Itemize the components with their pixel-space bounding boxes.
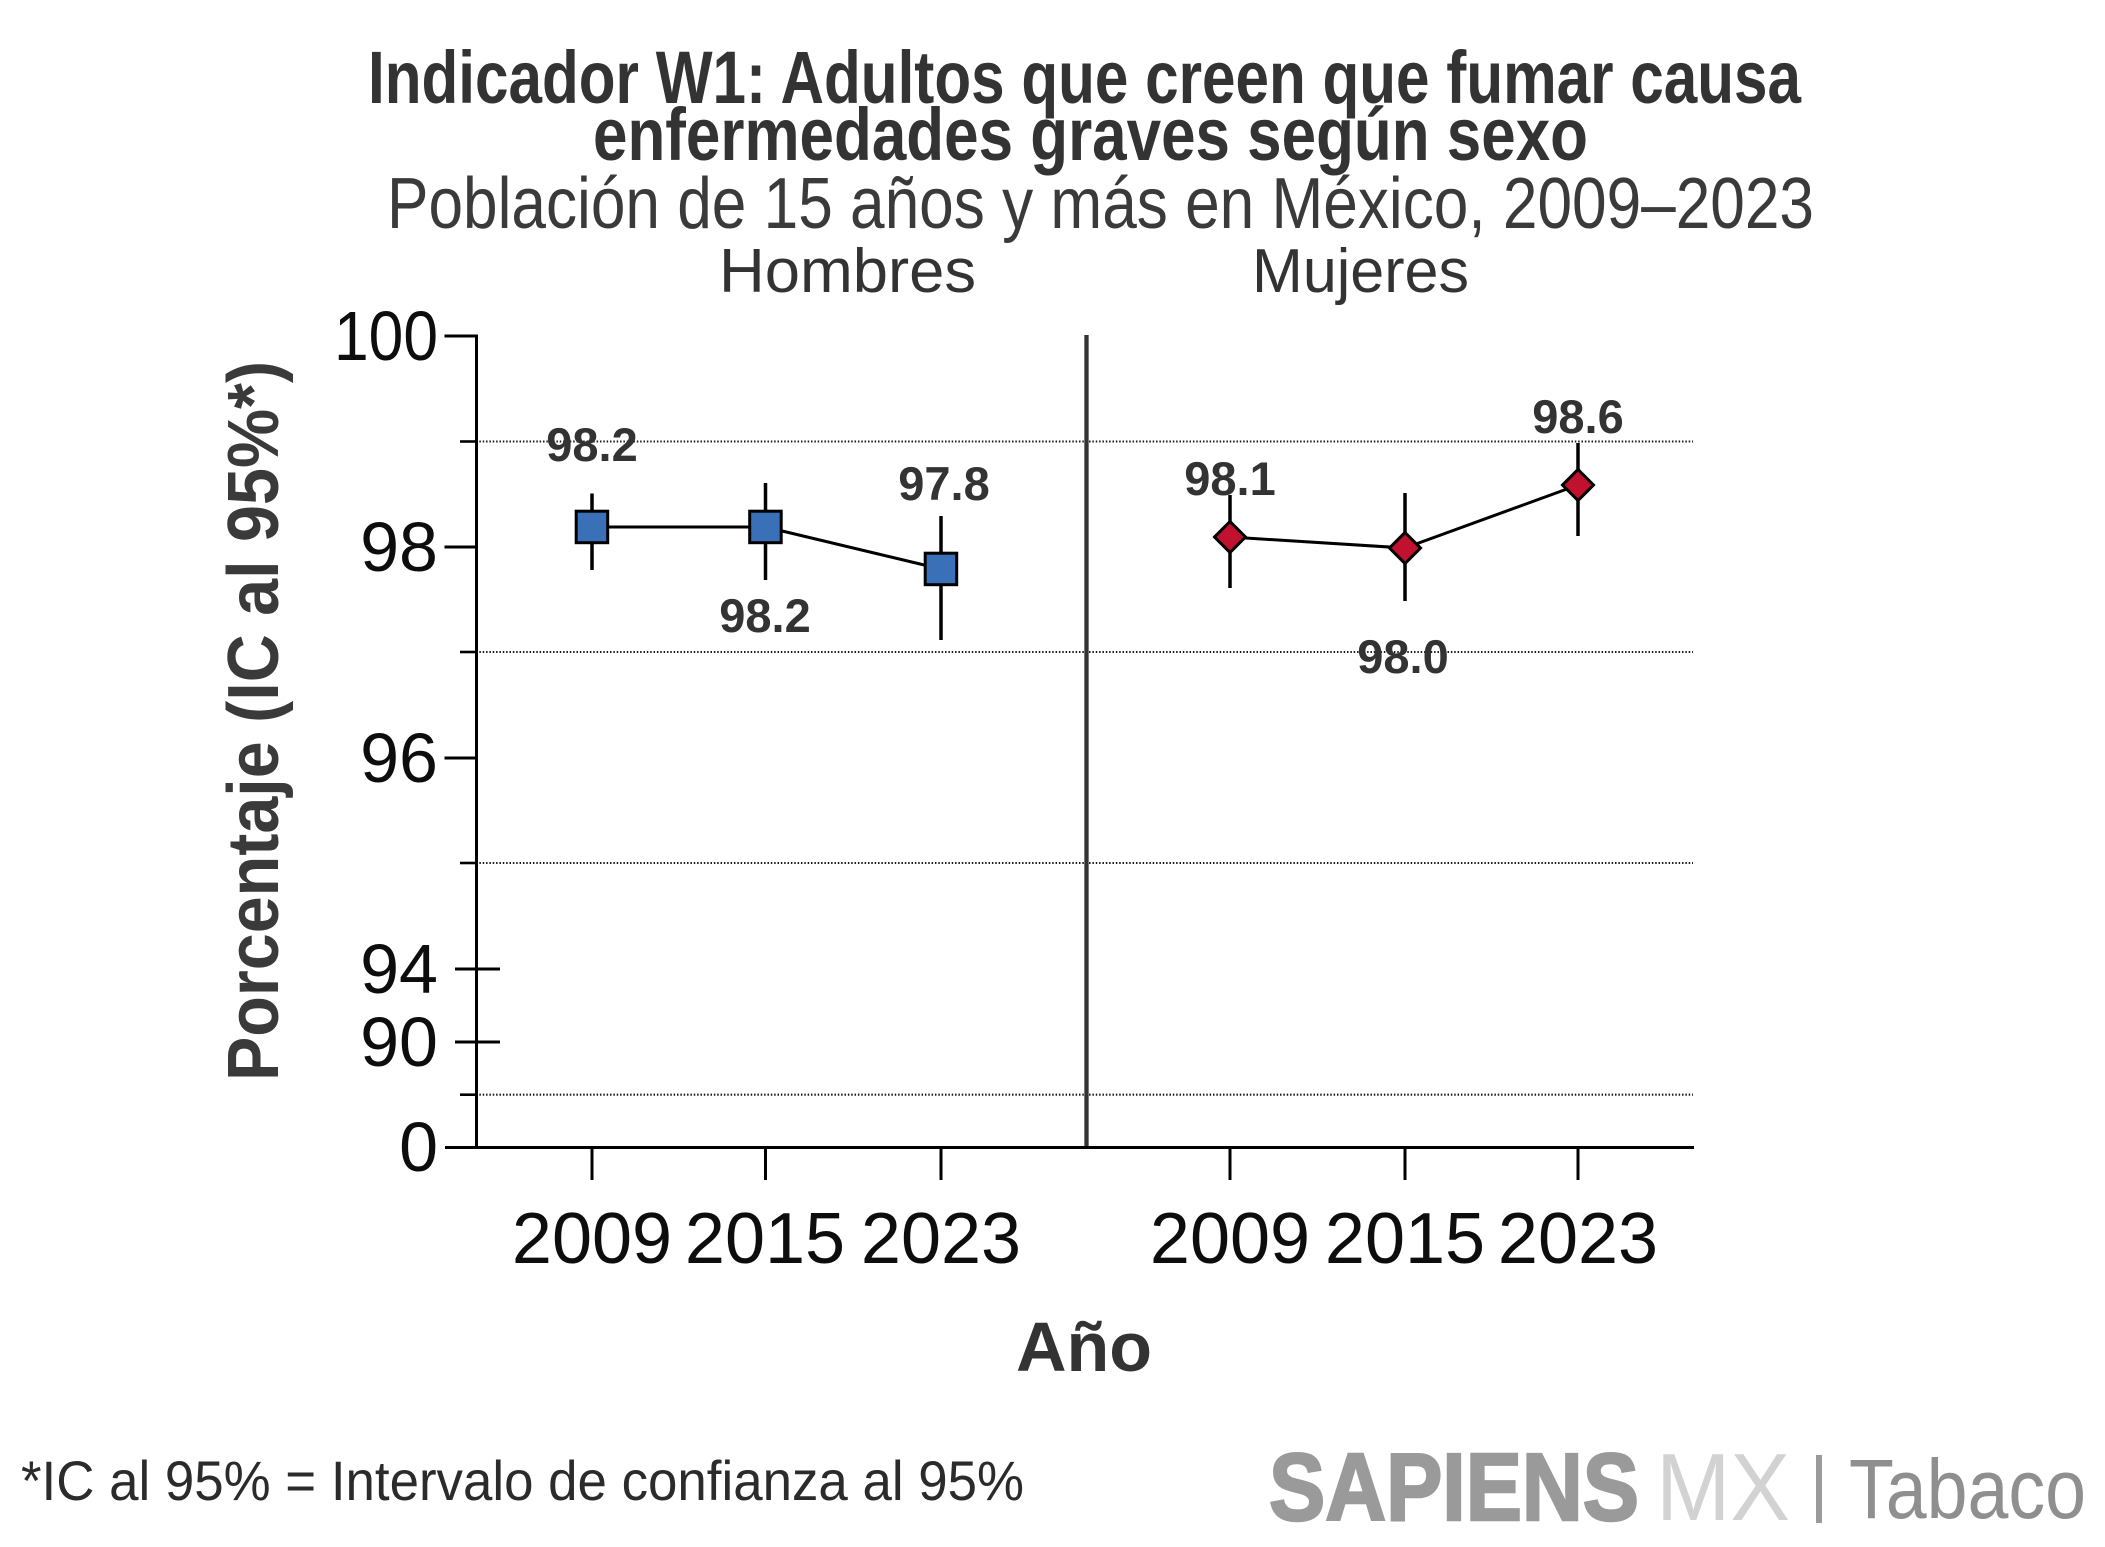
svg-text:2009: 2009 bbox=[1150, 1199, 1310, 1279]
svg-text:97.8: 97.8 bbox=[898, 457, 989, 510]
svg-text:*IC al 95% = Intervalo de conf: *IC al 95% = Intervalo de confianza al 9… bbox=[21, 1449, 1024, 1512]
svg-text:Porcentaje (IC al 95%*): Porcentaje (IC al 95%*) bbox=[214, 361, 294, 1081]
svg-text:98: 98 bbox=[360, 508, 438, 586]
svg-text:Mujeres: Mujeres bbox=[1252, 237, 1469, 306]
svg-text:96: 96 bbox=[360, 719, 438, 797]
svg-text:98.2: 98.2 bbox=[546, 418, 637, 471]
svg-text:2023: 2023 bbox=[861, 1199, 1021, 1279]
svg-text:enfermedades graves según sexo: enfermedades graves según sexo bbox=[593, 93, 1588, 176]
svg-text:2023: 2023 bbox=[1498, 1199, 1658, 1279]
svg-text:Población de 15 años y más en: Población de 15 años y más en México, 20… bbox=[387, 164, 1814, 244]
svg-text:Año: Año bbox=[1016, 1308, 1152, 1386]
svg-text:98.1: 98.1 bbox=[1184, 452, 1275, 505]
svg-text:Tabaco: Tabaco bbox=[1849, 1442, 2086, 1536]
svg-text:MX: MX bbox=[1656, 1434, 1790, 1541]
svg-text:2015: 2015 bbox=[1325, 1199, 1485, 1279]
svg-text:100: 100 bbox=[334, 297, 438, 375]
svg-text:2009: 2009 bbox=[512, 1199, 672, 1279]
svg-text:98.2: 98.2 bbox=[719, 589, 810, 642]
svg-text:SAPIENS: SAPIENS bbox=[1269, 1434, 1639, 1541]
svg-text:0: 0 bbox=[399, 1108, 438, 1186]
svg-text:90: 90 bbox=[360, 1003, 438, 1081]
svg-text:98.6: 98.6 bbox=[1532, 390, 1623, 443]
svg-text:2015: 2015 bbox=[685, 1199, 845, 1279]
svg-text:Indicador W1: Adultos que cree: Indicador W1: Adultos que creen que fuma… bbox=[368, 36, 1802, 119]
svg-text:98.0: 98.0 bbox=[1357, 630, 1448, 683]
svg-text:Hombres: Hombres bbox=[719, 237, 976, 306]
svg-text:94: 94 bbox=[360, 930, 438, 1008]
